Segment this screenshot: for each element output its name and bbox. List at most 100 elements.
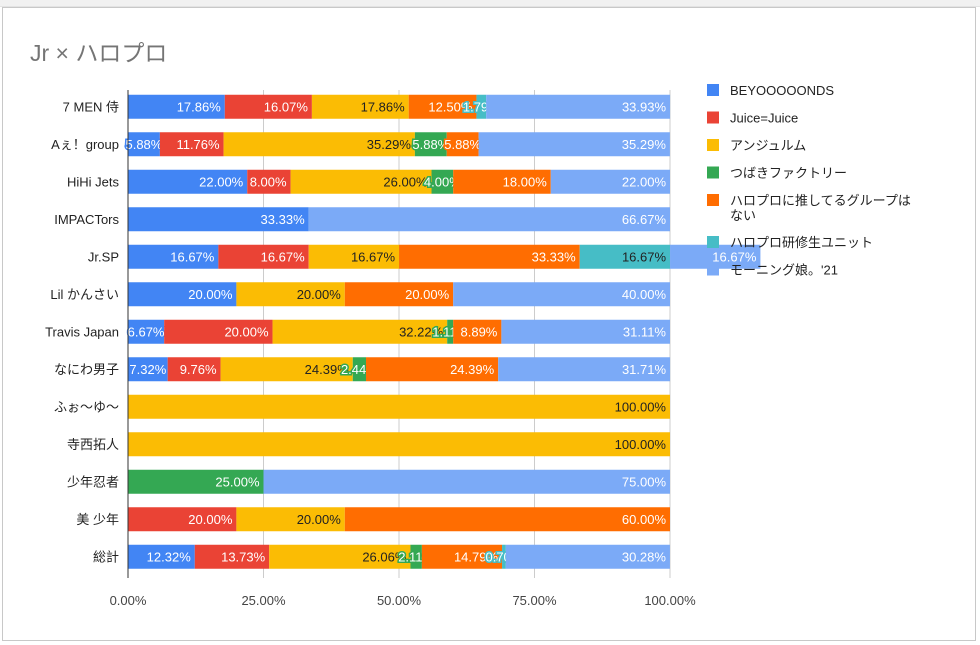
bar-segment[interactable] <box>159 132 224 157</box>
bar-segment[interactable] <box>272 319 448 344</box>
bar-segment[interactable] <box>344 507 670 532</box>
data-label: 16.67% <box>712 249 757 264</box>
bar-segment[interactable] <box>128 469 264 494</box>
bar-segment[interactable] <box>498 357 671 382</box>
category-label: なにわ男子 <box>54 362 119 377</box>
legend-swatch[interactable] <box>707 166 719 179</box>
bar-segment[interactable] <box>446 132 479 157</box>
bar-segment[interactable] <box>501 319 670 344</box>
legend-entry[interactable]: Juice=Juice <box>730 111 798 126</box>
data-label: 17.86% <box>361 99 406 114</box>
x-tick-label: 25.00% <box>241 593 286 608</box>
legend-swatch[interactable] <box>707 194 719 206</box>
data-label: 22.00% <box>199 174 244 189</box>
bar-segment[interactable] <box>352 357 366 382</box>
category-label: 7 MEN 侍 <box>63 99 119 114</box>
bar-segment[interactable] <box>505 544 670 569</box>
bar-segment[interactable] <box>476 94 487 119</box>
legend-swatch[interactable] <box>707 111 719 124</box>
data-label: 20.00% <box>405 287 450 302</box>
bar-segment[interactable] <box>550 169 670 194</box>
x-tick-label: 50.00% <box>377 593 422 608</box>
data-label: 35.29% <box>367 137 412 152</box>
bar-segment[interactable] <box>486 94 671 119</box>
bar-segment[interactable] <box>128 282 237 307</box>
legend-entry[interactable]: ハロプロ研修生ユニット <box>730 235 873 250</box>
data-label: 4.00% <box>424 174 461 189</box>
data-label: 13.73% <box>221 549 266 564</box>
category-label: 少年忍者 <box>67 474 119 489</box>
bar-segment[interactable] <box>502 544 506 569</box>
bar-segment[interactable] <box>308 244 400 269</box>
bar-segment[interactable] <box>128 432 670 457</box>
bar-segment[interactable] <box>311 94 409 119</box>
legend-swatch[interactable] <box>707 84 719 96</box>
data-label: 32.22% <box>399 324 444 339</box>
category-label: HiHi Jets <box>67 174 120 189</box>
legend-entry[interactable]: アンジュルム <box>730 138 806 153</box>
legend-swatch[interactable] <box>707 263 719 276</box>
data-label: 16.67% <box>622 249 667 264</box>
bar-segment[interactable] <box>579 244 671 269</box>
legend-swatch[interactable] <box>707 139 719 151</box>
data-label: 7.32% <box>129 362 166 377</box>
bar-segment[interactable] <box>365 357 499 382</box>
bar-segment[interactable] <box>344 282 454 307</box>
legend-swatch[interactable] <box>707 236 719 248</box>
legend-entry[interactable]: BEYOOOOONDS <box>730 83 834 98</box>
bar-segment[interactable] <box>128 169 248 194</box>
bar-segment[interactable] <box>431 169 454 194</box>
bar-segment[interactable] <box>218 244 309 269</box>
bar-segment[interactable] <box>164 319 273 344</box>
bar-segment[interactable] <box>263 469 671 494</box>
bar-segment[interactable] <box>447 319 454 344</box>
bar-segment[interactable] <box>128 94 225 119</box>
category-label: 寺西拓人 <box>67 437 119 452</box>
data-label: 24.39% <box>305 362 350 377</box>
bar-segment[interactable] <box>478 132 670 157</box>
chart-title: Jr × ハロプロ <box>30 40 168 66</box>
bar-segment[interactable] <box>128 244 219 269</box>
bar-segment[interactable] <box>128 207 309 232</box>
bar-segment[interactable] <box>128 507 237 532</box>
bar-segment[interactable] <box>290 169 432 194</box>
bar-segment[interactable] <box>308 207 670 232</box>
bar-segment[interactable] <box>194 544 270 569</box>
bar-segment[interactable] <box>453 282 670 307</box>
bar-segment[interactable] <box>236 282 345 307</box>
bar-segment[interactable] <box>128 394 670 419</box>
legend-entry[interactable]: つばきファクトリー <box>730 166 847 181</box>
bar-segment[interactable] <box>128 357 168 382</box>
legend-entry[interactable]: ハロプロに推してるグループは <box>730 193 911 208</box>
bar-segment[interactable] <box>408 94 477 119</box>
category-label: Aぇ！group <box>51 137 119 152</box>
bar-segment[interactable] <box>128 319 165 344</box>
bar-segment[interactable] <box>247 169 291 194</box>
data-label: 30.28% <box>622 549 667 564</box>
data-label: 20.00% <box>188 512 233 527</box>
bar-segment[interactable] <box>223 132 415 157</box>
bar-segment[interactable] <box>167 357 221 382</box>
bar-segment[interactable] <box>399 244 580 269</box>
sheet-header-strip <box>0 0 980 7</box>
bar-segment[interactable] <box>421 544 503 569</box>
bar-segment[interactable] <box>269 544 411 569</box>
data-label: 100.00% <box>615 399 667 414</box>
category-label: ふぉ〜ゆ〜 <box>54 399 119 414</box>
bar-segment[interactable] <box>414 132 447 157</box>
data-label: 20.00% <box>297 287 342 302</box>
bar-segment[interactable] <box>224 94 312 119</box>
data-label: 26.00% <box>383 174 428 189</box>
bar-segment[interactable] <box>410 544 422 569</box>
bar-segment[interactable] <box>128 132 160 157</box>
data-label: 5.88% <box>125 137 162 152</box>
bar-segment[interactable] <box>128 544 195 569</box>
bar-segment[interactable] <box>220 357 353 382</box>
data-label: 33.33% <box>532 249 577 264</box>
x-tick-label: 100.00% <box>644 593 696 608</box>
legend-entry[interactable]: モーニング娘。'21 <box>730 263 838 278</box>
legend-entry[interactable]: ない <box>730 208 756 223</box>
bar-segment[interactable] <box>453 169 551 194</box>
bar-segment[interactable] <box>453 319 502 344</box>
bar-segment[interactable] <box>236 507 345 532</box>
